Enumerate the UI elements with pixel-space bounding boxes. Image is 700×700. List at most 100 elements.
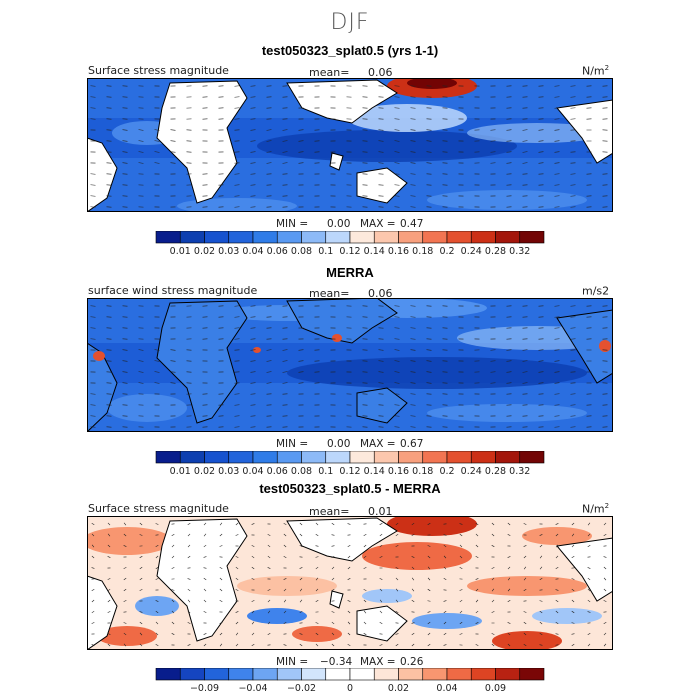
wind-vector — [571, 544, 575, 548]
wind-vector — [283, 544, 287, 548]
wind-vector — [426, 140, 432, 142]
wind-vector — [187, 610, 191, 614]
wind-vector — [507, 522, 511, 526]
wind-vector — [475, 544, 479, 548]
wind-vector — [427, 566, 431, 570]
wind-vector — [251, 632, 255, 636]
wind-vector — [554, 360, 560, 362]
wind-vector — [379, 610, 383, 614]
wind-vector — [170, 371, 176, 373]
wind-vector — [107, 643, 111, 647]
wind-vector — [427, 611, 431, 613]
wind-vector — [555, 566, 559, 570]
wind-vector — [363, 544, 367, 548]
wind-vector — [250, 349, 256, 351]
panel-3-max-label: MAX = — [360, 656, 396, 668]
colorbar-tick-label: 0.14 — [364, 246, 385, 257]
wind-vector — [283, 644, 287, 646]
wind-vector — [507, 566, 511, 570]
wind-vector — [426, 382, 432, 384]
colorbar-tick-label: 0.08 — [291, 466, 312, 477]
wind-vector — [603, 588, 607, 592]
wind-vector — [315, 566, 319, 570]
wind-vector — [523, 611, 527, 613]
wind-vector — [122, 371, 128, 373]
wind-vector — [139, 643, 143, 647]
wind-vector — [459, 610, 463, 614]
wind-vector — [250, 129, 256, 131]
wind-vector — [523, 632, 527, 636]
colorbar-swatch — [495, 451, 521, 464]
wind-vector — [122, 360, 128, 362]
wind-vector — [523, 588, 527, 592]
panel-2-title: MERRA — [326, 265, 374, 280]
panel-2-max-value: 0.67 — [400, 438, 424, 450]
wind-vector — [122, 151, 128, 153]
wind-vector — [266, 129, 272, 131]
colorbar-swatch — [470, 668, 496, 681]
wind-vector — [282, 349, 288, 351]
wind-vector — [154, 129, 160, 131]
wind-vector — [107, 544, 111, 548]
colorbar-swatch — [398, 668, 424, 681]
wind-vector — [122, 382, 128, 384]
wind-vector — [139, 621, 143, 625]
wind-vector — [539, 577, 543, 581]
colorbar-swatch — [155, 451, 181, 464]
colorbar-swatch — [228, 451, 254, 464]
wind-vector — [426, 162, 432, 164]
wind-vector — [475, 610, 479, 614]
wind-vector — [363, 610, 367, 614]
wind-vector — [491, 611, 495, 613]
wind-vector — [491, 567, 495, 569]
wind-vector — [571, 588, 575, 592]
wind-vector — [506, 140, 512, 142]
wind-vector — [235, 522, 239, 526]
wind-vector — [459, 533, 463, 537]
wind-vector — [331, 566, 335, 570]
colorbar-swatch — [228, 668, 254, 681]
wind-vector — [523, 643, 527, 647]
wind-vector — [219, 632, 223, 636]
wind-vector — [426, 151, 432, 153]
wind-vector — [378, 129, 384, 131]
colorbar-swatch — [422, 668, 448, 681]
colorbar-swatch — [155, 231, 181, 244]
wind-vector — [506, 371, 512, 373]
wind-vector — [250, 162, 256, 164]
wind-vector — [154, 140, 160, 142]
wind-vector — [379, 556, 383, 558]
wind-vector — [299, 588, 303, 592]
wind-vector — [315, 556, 319, 558]
wind-vector — [410, 382, 416, 384]
wind-vector — [475, 644, 479, 646]
wind-vector — [315, 533, 319, 537]
wind-vector — [378, 360, 384, 362]
wind-vector — [378, 382, 384, 384]
wind-vector — [187, 588, 191, 592]
wind-vector — [123, 577, 127, 581]
wind-vector — [283, 533, 287, 537]
panel-3-colorbar: −0.09 −0.04 −0.02 0 0.02 0.04 0.09 — [155, 668, 545, 694]
wind-vector — [299, 643, 303, 647]
wind-vector — [203, 599, 207, 603]
wind-vector — [298, 382, 304, 384]
wind-vector — [555, 533, 559, 537]
wind-vector — [427, 545, 431, 547]
wind-vector — [107, 588, 111, 592]
wind-vector — [267, 589, 271, 591]
colorbar-swatch — [204, 451, 230, 464]
panel-1-min-label: MIN = — [276, 218, 309, 230]
colorbar-tick-label: 0.14 — [364, 466, 385, 477]
wind-vector — [522, 162, 528, 164]
wind-vector — [187, 544, 191, 548]
wind-vector — [507, 643, 511, 647]
wind-vector — [379, 578, 383, 580]
panel-1-stress-field — [87, 78, 613, 212]
wind-vector — [571, 633, 575, 635]
wind-vector — [427, 632, 431, 636]
wind-vector — [219, 566, 223, 570]
wind-vector — [347, 644, 351, 646]
colorbar-swatch — [349, 451, 375, 464]
wind-vector — [379, 588, 383, 592]
